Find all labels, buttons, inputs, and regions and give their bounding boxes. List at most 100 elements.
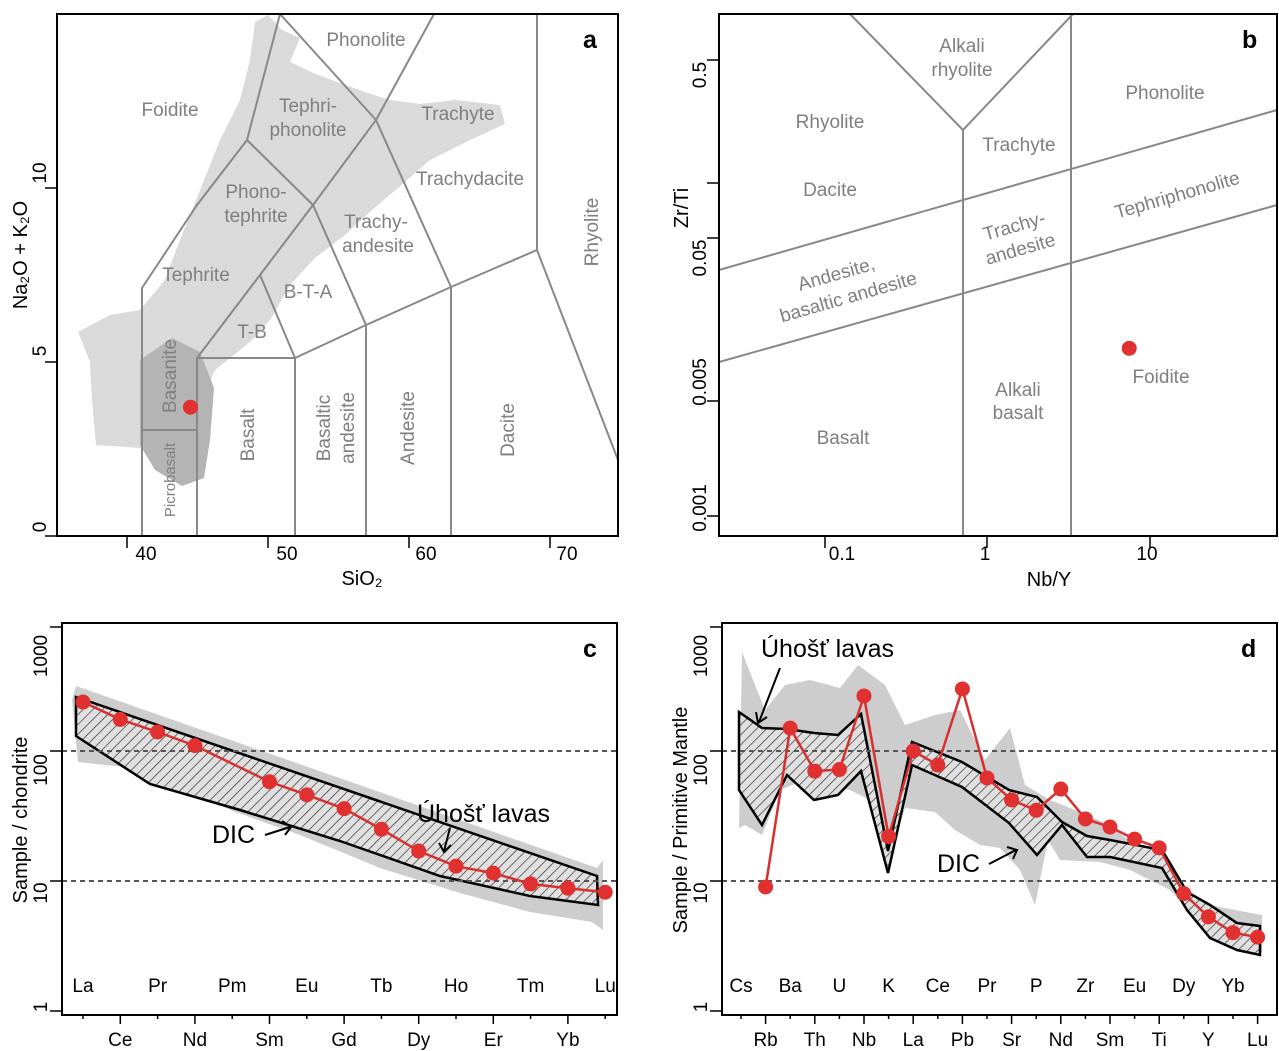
data-point (1077, 811, 1093, 827)
field-label: Tephri- (279, 96, 337, 117)
x-tick-label: Ce (108, 1030, 132, 1051)
x-tick-label: 60 (415, 544, 436, 565)
x-tick-label: P (1030, 976, 1043, 997)
data-point (905, 743, 921, 759)
field-label: Picrobasalt (162, 442, 179, 517)
data-point (1176, 886, 1192, 902)
annotation-dic-arrow (988, 846, 1019, 865)
field-label: rhyolite (931, 60, 992, 81)
x-tick-label: Nd (183, 1030, 207, 1051)
annotation-uhost-arrow (755, 667, 781, 725)
y-axis-label: Sample / Primitive Mantle (670, 707, 692, 934)
annotation-dic: DIC (937, 850, 980, 878)
x-tick-label: Ho (444, 976, 468, 997)
field-label: Alkali (939, 36, 984, 57)
y-axis-label: Zr/Ti (671, 188, 693, 228)
y-tick-label: 0 (30, 522, 51, 533)
data-point (758, 879, 774, 895)
data-point (881, 828, 897, 844)
panel-b-field-labels: Alkali rhyolite Rhyolite Phonolite Trach… (778, 36, 1243, 449)
panel-a-field-labels: Foidite Phonolite Tephri- phonolite Trac… (141, 30, 603, 517)
panel-c-frame (61, 622, 618, 1016)
annotation-uhost-arrow (438, 827, 452, 854)
panel-a-frame (56, 13, 619, 537)
data-point (262, 774, 277, 790)
field-label: andesite (342, 236, 414, 257)
field-label: Andesite (398, 391, 419, 465)
field-label: phonolite (269, 120, 346, 141)
data-point (560, 880, 576, 896)
x-tick-label: Th (804, 1030, 826, 1051)
panel-a-points (182, 399, 198, 415)
field-label: Phonolite (326, 30, 405, 51)
data-point (954, 681, 970, 697)
y-tick-label: 0.005 (690, 358, 711, 406)
y-tick-label: 1000 (691, 635, 712, 677)
x-tick-label: Lu (1247, 1030, 1268, 1051)
y-tick-label: 100 (691, 754, 712, 786)
annotation-dic: DIC (212, 821, 255, 849)
panel-a-field-boundaries (141, 13, 619, 535)
y-tick-label: 0.05 (690, 240, 711, 277)
x-tick-label: Gd (331, 1030, 356, 1051)
data-point (930, 757, 946, 773)
field-label: tephrite (224, 206, 287, 227)
y-tick-label: 1 (31, 1002, 52, 1013)
field-label: Dacite (498, 403, 519, 457)
y-tick-label: 10 (31, 882, 52, 903)
data-point (831, 762, 847, 778)
x-tick-label: Dy (407, 1030, 431, 1051)
x-tick-label: Nd (1049, 1030, 1073, 1051)
x-tick-label: Ti (1152, 1030, 1167, 1051)
field-label: Dacite (803, 180, 857, 201)
field-label: Trachydacite (416, 169, 524, 190)
x-tick-label: Er (484, 1030, 504, 1051)
x-tick-label: Pr (978, 976, 998, 997)
x-tick-label: 50 (276, 544, 297, 565)
data-point (1250, 929, 1266, 945)
field-label: Tephrite (162, 265, 230, 286)
x-tick-label: Sm (255, 1030, 284, 1051)
x-tick-label: 10 (1136, 544, 1157, 565)
data-point (187, 738, 203, 754)
x-tick-label: Sm (1096, 1030, 1125, 1051)
data-point (1127, 831, 1143, 847)
panel-b-frame (718, 13, 1278, 537)
x-tick-label: Ce (926, 976, 950, 997)
x-tick-label: 70 (556, 544, 577, 565)
panel-d: d Úhošť lavas DIC 1 10 100 1000 Sample /… (670, 622, 1278, 1051)
panel-a-y-axis: 0 5 10 Na₂O + K₂O (10, 162, 57, 537)
y-tick-label: 10 (30, 162, 51, 183)
data-point (448, 858, 464, 874)
x-tick-label: Nb (852, 1030, 876, 1051)
field-label: Foidite (141, 100, 198, 121)
data-point (182, 399, 198, 415)
data-point (1004, 792, 1020, 808)
field-label: Phonolite (1125, 83, 1204, 104)
x-tick-label: K (882, 976, 895, 997)
x-tick-label: Ba (779, 976, 803, 997)
data-point (523, 876, 539, 892)
field-label: Rhyolite (796, 112, 865, 133)
y-tick-label: 100 (31, 754, 52, 786)
x-tick-label: Tb (370, 976, 392, 997)
field-label: Basalt (238, 408, 259, 462)
panel-a: a Foidite Phonolite Tephri- phonolite Tr… (10, 13, 619, 590)
data-point (979, 770, 995, 786)
x-tick-label: La (903, 1030, 925, 1051)
panel-b-x-axis: 0.1 1 10 Nb/Y (824, 536, 1158, 591)
data-point (856, 688, 872, 704)
x-tick-label: Yb (1221, 976, 1244, 997)
x-tick-label: Pb (951, 1030, 974, 1051)
panel-b-points (1121, 340, 1137, 356)
field-label: basalt (993, 403, 1044, 424)
annotation-uhost: Úhošť lavas (761, 634, 894, 663)
data-point (112, 711, 128, 727)
x-tick-label: Pm (218, 976, 247, 997)
field-label: Basanite (160, 339, 181, 413)
data-point (597, 884, 613, 900)
x-tick-label: Rb (753, 1030, 777, 1051)
x-tick-label: Y (1202, 1030, 1215, 1051)
data-point (1028, 802, 1044, 818)
field-label: Basaltic (314, 395, 335, 462)
